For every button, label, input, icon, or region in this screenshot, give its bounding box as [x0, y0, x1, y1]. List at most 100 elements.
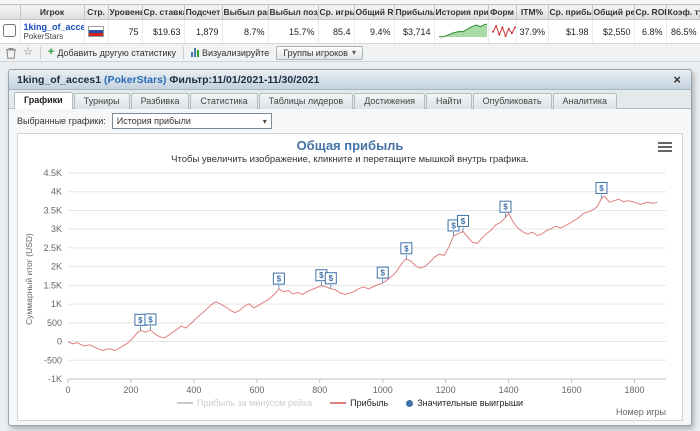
svg-text:3.5K: 3.5K: [43, 205, 62, 215]
svg-text:1K: 1K: [51, 299, 62, 309]
tab-analytics[interactable]: Аналитика: [552, 93, 618, 109]
legend-dot-swatch: [406, 399, 414, 407]
visualize-label: Визуализируйте: [201, 47, 270, 58]
svg-text:$: $: [138, 316, 143, 325]
svg-text:800: 800: [312, 385, 327, 395]
svg-text:$: $: [451, 221, 456, 230]
panel-title-site: (PokerStars): [103, 73, 167, 86]
svg-text:0: 0: [65, 385, 70, 395]
column-header[interactable]: Уровень: [108, 4, 143, 20]
tab-leaderboards[interactable]: Таблицы лидеров: [258, 93, 354, 109]
svg-text:1400: 1400: [499, 385, 519, 395]
panel-header: 1king_of_acces1 (PokerStars) Фильтр:11/0…: [9, 70, 691, 90]
svg-text:1800: 1800: [625, 385, 645, 395]
svg-text:400: 400: [186, 385, 201, 395]
stat-profit: $3,714: [394, 19, 435, 44]
svg-text:4K: 4K: [51, 187, 62, 197]
column-header[interactable]: Выбыл поздно: [268, 4, 319, 20]
favorite-star-icon[interactable]: ☆: [23, 46, 33, 58]
svg-text:3K: 3K: [51, 224, 62, 234]
legend-label: Прибыль: [350, 398, 389, 408]
column-header[interactable]: Ср. прибыль: [548, 4, 593, 20]
column-header[interactable]: Выбыл рано: [222, 4, 269, 20]
player-name-link[interactable]: 1king_of_acces1: [23, 22, 84, 32]
add-statistic-label: Добавить другую статистику: [57, 47, 176, 58]
svg-text:600: 600: [249, 385, 264, 395]
svg-text:$: $: [381, 269, 386, 278]
panel-title-player: 1king_of_acces1: [17, 73, 102, 86]
column-header[interactable]: Общий рей: [592, 4, 635, 20]
chart-legend: Прибыль за минусом рейка Прибыль Значитель…: [18, 398, 682, 408]
column-header[interactable]: История прибыли: [434, 4, 489, 20]
svg-text:200: 200: [123, 385, 138, 395]
tab-achievements[interactable]: Достижения: [354, 93, 425, 109]
stat-early-bust: 8.7%: [222, 19, 269, 44]
player-groups-dropdown[interactable]: Группы игроков ▾: [276, 45, 363, 60]
svg-text:1.5K: 1.5K: [43, 280, 62, 290]
chart-title: Общая прибыль: [296, 138, 404, 153]
column-header[interactable]: Ср. ставка: [142, 4, 185, 20]
legend-item[interactable]: Значительные выигрыши: [406, 398, 523, 408]
chart-menu-icon[interactable]: [658, 142, 672, 154]
legend-item[interactable]: Прибыль: [330, 398, 388, 408]
profit-history-sparkline: [434, 19, 489, 44]
column-header[interactable]: Форм: [488, 4, 517, 20]
column-header[interactable]: Общий ROI: [354, 4, 395, 20]
svg-text:Суммарный итог (USD): Суммарный итог (USD): [24, 233, 34, 325]
column-header[interactable]: Стр.: [84, 4, 109, 20]
tab-bar: Графики Турниры Разбивка Статистика Таблицы …: [9, 90, 691, 109]
legend-label: Прибыль за минусом рейка: [196, 398, 313, 408]
player-site: PokerStars: [23, 32, 64, 41]
stat-count: 1,879: [184, 19, 223, 44]
svg-text:1200: 1200: [436, 385, 456, 395]
column-header[interactable]: ITM%: [516, 4, 549, 20]
player-stats-area: Игрок Стр. Уровень Ср. ставка Подсчет Выбыл р…: [0, 0, 700, 44]
tab-breakdown[interactable]: Разбивка: [130, 93, 190, 109]
add-statistic-button[interactable]: + Добавить другую статистику: [48, 47, 176, 58]
selected-graphs-label: Выбранные графики:: [17, 116, 106, 126]
column-header[interactable]: Ср. игры: [318, 4, 355, 20]
chevron-down-icon: ▾: [351, 48, 356, 57]
tab-tournaments[interactable]: Турниры: [73, 93, 130, 109]
stat-avg-roi: 6.8%: [634, 19, 667, 44]
legend-item[interactable]: Прибыль за минусом рейка: [176, 398, 313, 408]
stat-late-bust: 15.7%: [268, 19, 319, 44]
toolbar: ☆ + Добавить другую статистику Визуализи…: [0, 44, 700, 62]
column-header[interactable]: Коэф. турб: [666, 4, 700, 20]
plus-icon: +: [47, 46, 55, 58]
close-icon[interactable]: ×: [673, 72, 681, 87]
tab-graphs[interactable]: Графики: [14, 92, 73, 109]
column-header[interactable]: Ср. ROI: [634, 4, 667, 20]
x-axis-title: Номер игры: [616, 407, 666, 417]
svg-text:$: $: [404, 244, 409, 253]
graph-select[interactable]: История прибыли ▾: [111, 113, 272, 129]
column-header[interactable]: Прибыль: [394, 4, 435, 20]
visualize-button[interactable]: Визуализируйте: [190, 47, 270, 58]
svg-text:4.5K: 4.5K: [43, 168, 62, 178]
legend-label: Значительные выигрыши: [417, 398, 524, 408]
stat-avg-games: 85.4: [318, 19, 355, 44]
svg-text:$: $: [503, 203, 508, 212]
stat-level: 75: [108, 19, 143, 44]
chevron-down-icon: ▾: [262, 116, 267, 126]
tab-publish[interactable]: Опубликовать: [472, 93, 552, 109]
panel-title: 1king_of_acces1 (PokerStars) Фильтр:11/0…: [17, 74, 319, 86]
tab-find[interactable]: Найти: [425, 93, 472, 109]
stat-avg-stake: $19.63: [142, 19, 185, 44]
legend-line-swatch: [176, 402, 193, 404]
row-checkbox[interactable]: [3, 24, 17, 37]
tab-statistics[interactable]: Статистика: [190, 93, 258, 109]
svg-text:$: $: [319, 271, 324, 280]
delete-icon[interactable]: [6, 47, 16, 59]
svg-text:-1K: -1K: [48, 374, 62, 384]
player-stats-table: Игрок Стр. Уровень Ср. ставка Подсчет Выбыл р…: [0, 4, 700, 44]
column-header[interactable]: Игрок: [20, 4, 85, 20]
stat-total-roi: 9.4%: [354, 19, 395, 44]
column-header[interactable]: Подсчет: [184, 4, 223, 20]
toolbar-separator: [39, 46, 41, 59]
form-sparkline: [488, 19, 517, 44]
player-row: 1king_of_acces1PokerStars 75$19.631,8798.…: [0, 19, 700, 44]
player-groups-label: Группы игроков: [283, 47, 348, 58]
svg-text:$: $: [599, 184, 604, 193]
